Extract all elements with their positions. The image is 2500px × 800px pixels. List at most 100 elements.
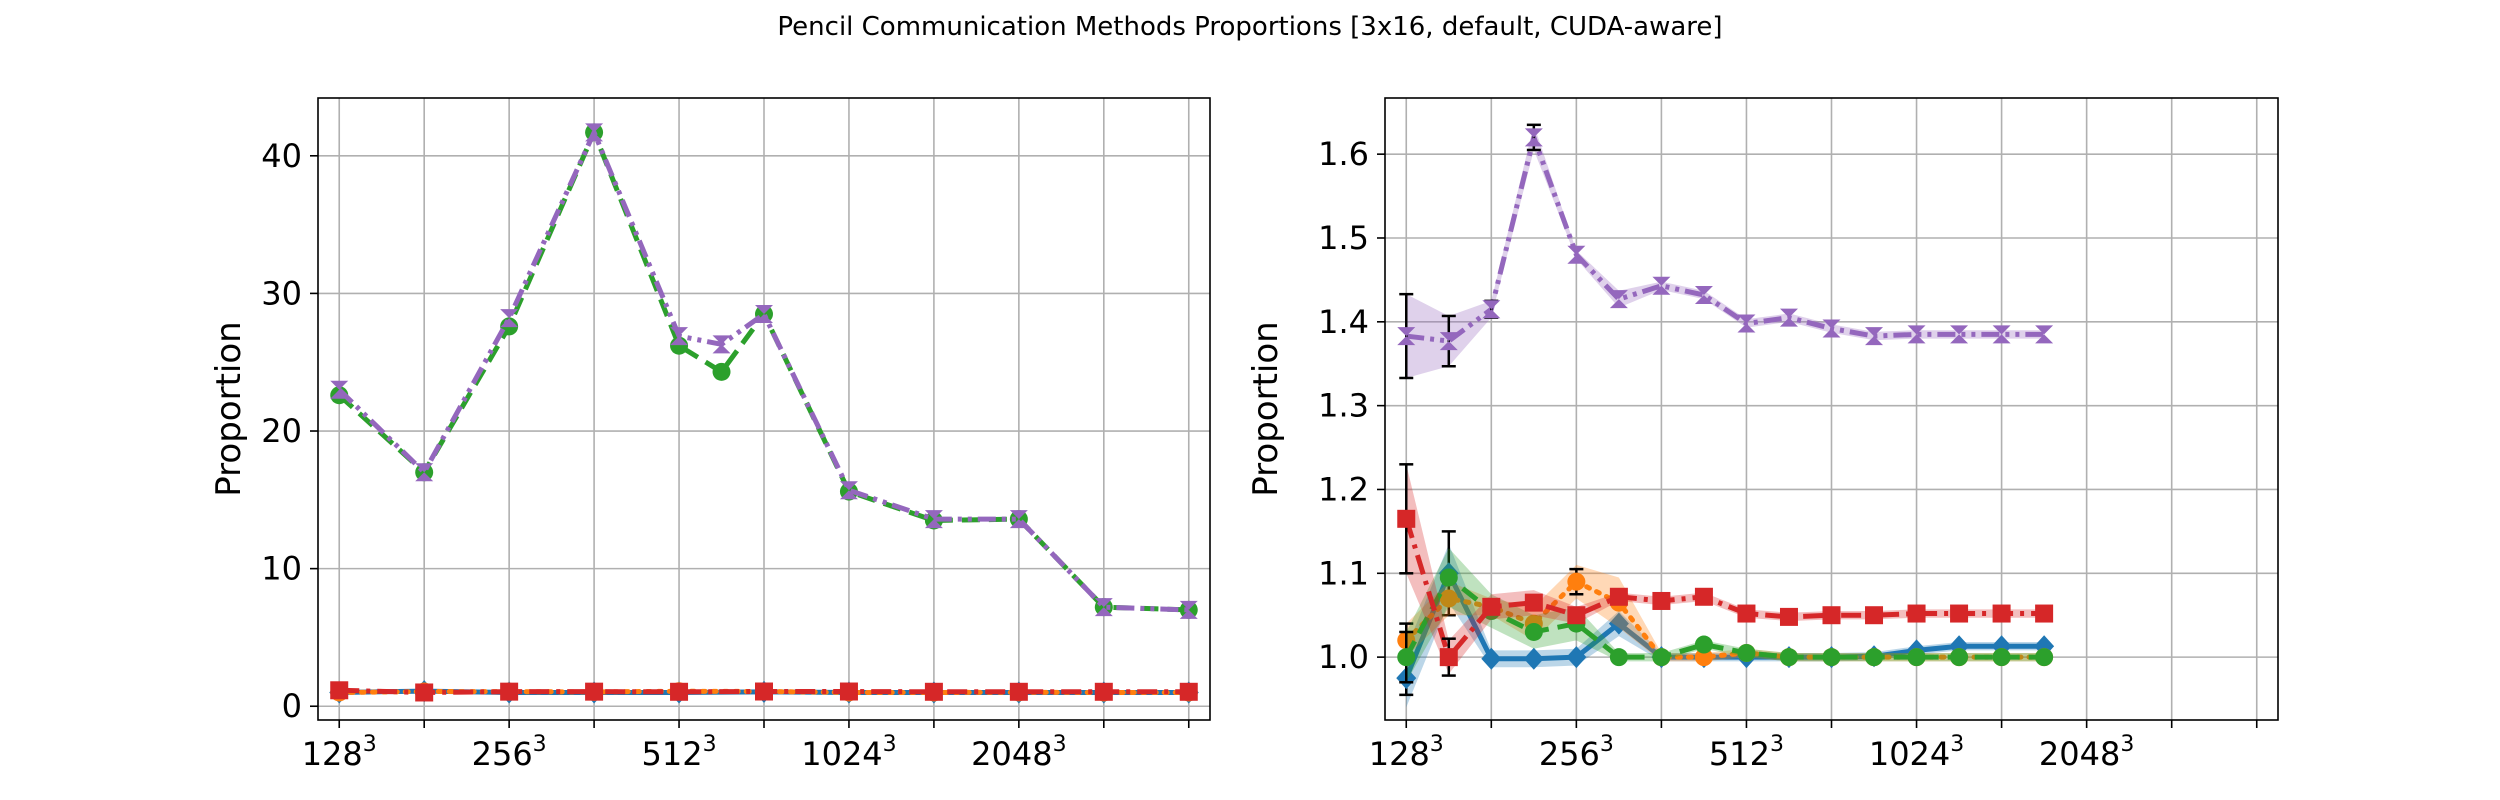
series-3-point <box>1865 606 1884 625</box>
x-tick-label-base: 2048 <box>2039 735 2120 773</box>
x-tick-label-exp: 3 <box>1430 732 1444 757</box>
series-2-point <box>2035 648 2054 667</box>
series-4-point <box>1694 285 1713 304</box>
series-2-point <box>1992 648 2011 667</box>
series-1-point <box>1694 648 1713 667</box>
x-tick-label: 2563 <box>472 732 547 773</box>
x-tick-label: 2563 <box>1539 732 1614 773</box>
series-3-point <box>1397 509 1416 528</box>
x-tick-label-exp: 3 <box>1600 732 1614 757</box>
x-tick-label-base: 256 <box>472 735 533 773</box>
x-tick-label-base: 1024 <box>1869 735 1950 773</box>
x-tick-label-exp: 3 <box>1950 732 1964 757</box>
series-3-band <box>1406 464 2045 674</box>
series-1-point <box>1439 589 1458 608</box>
series-3-point <box>839 682 858 701</box>
series-3-point <box>1567 606 1586 625</box>
series-4-point <box>1992 325 2011 344</box>
series-4-point <box>755 305 773 324</box>
x-tick-label-base: 128 <box>1369 735 1430 773</box>
x-tick-label: 5123 <box>1709 732 1784 773</box>
series-3-point <box>1779 607 1798 626</box>
series-4-point <box>585 123 604 142</box>
series-4-point <box>1737 314 1756 333</box>
series-3-point <box>1524 593 1543 612</box>
y-tick-label: 1.5 <box>1318 219 1369 257</box>
y-tick-label: 1.0 <box>1318 638 1369 676</box>
series-4-point <box>1567 245 1586 264</box>
series-2-point <box>1950 648 1969 667</box>
x-tick-label-exp: 3 <box>703 732 717 757</box>
series-4-point <box>1094 598 1113 617</box>
x-tick-label: 10243 <box>1869 732 1964 773</box>
x-tick-label-base: 2048 <box>971 735 1052 773</box>
series-2-point <box>1439 568 1458 587</box>
x-tick-label-base: 256 <box>1539 735 1600 773</box>
series-2-point <box>1524 622 1543 641</box>
series-4-point <box>2035 325 2054 344</box>
series-3-point <box>1694 587 1713 606</box>
series-2-point <box>1822 648 1841 667</box>
y-axis-label: Proportion <box>1246 321 1286 496</box>
series-3-point <box>1652 591 1671 610</box>
series-4-point <box>1907 325 1926 344</box>
series-4-point <box>1822 319 1841 338</box>
series-4 <box>1397 123 2054 380</box>
series-3 <box>1397 463 2054 677</box>
x-tick-label: 5123 <box>642 732 717 773</box>
series-1-band <box>1406 564 2045 662</box>
x-tick-label-exp: 3 <box>1770 732 1784 757</box>
series-4-point <box>1179 600 1198 619</box>
x-tick-label: 20483 <box>971 732 1066 773</box>
series-2-point <box>1652 648 1671 667</box>
series-2-point <box>1907 648 1926 667</box>
y-tick-label: 30 <box>261 274 302 312</box>
series-3-line <box>1403 518 2045 660</box>
series-3 <box>330 681 1198 702</box>
series-3-point <box>500 682 519 701</box>
series-0-point <box>1608 612 1629 635</box>
series-2-point <box>712 362 731 381</box>
y-tick-label: 20 <box>261 412 302 450</box>
x-tick-label-exp: 3 <box>2120 732 2134 757</box>
series-4-point <box>1524 128 1543 147</box>
y-tick-label: 1.4 <box>1318 303 1369 341</box>
series-3-point <box>1094 682 1113 701</box>
series-4-point <box>1397 327 1416 346</box>
series-3-point <box>670 682 689 701</box>
series-3-point <box>1439 648 1458 667</box>
series-4-point <box>1779 308 1798 327</box>
series-3-point <box>924 682 943 701</box>
series-0-point <box>1481 647 1502 670</box>
series-3-point <box>1609 587 1628 606</box>
series-1-point <box>1567 572 1586 591</box>
series-2-point <box>1865 648 1884 667</box>
x-tick-label-exp: 3 <box>883 732 897 757</box>
series-4-point <box>1950 325 1969 344</box>
x-tick-label-base: 128 <box>302 735 363 773</box>
y-tick-label: 0 <box>282 687 302 725</box>
series-4-point <box>924 510 943 529</box>
series-2 <box>1397 548 2054 684</box>
series-2-band <box>1406 548 2045 683</box>
series-2-line <box>1404 574 2045 660</box>
y-tick-label: 40 <box>261 137 302 175</box>
x-tick-label: 1283 <box>302 732 377 773</box>
series-2-point <box>1609 648 1628 667</box>
series-3-point <box>2035 604 2054 623</box>
series-2-point <box>1779 648 1798 667</box>
series-4-point <box>1652 276 1671 295</box>
series-4-band <box>1406 124 2045 378</box>
series-4-point <box>1009 510 1028 529</box>
series-3-point <box>755 682 773 701</box>
series-2-point <box>1397 648 1416 667</box>
x-tick-label: 1283 <box>1369 732 1444 773</box>
series-4-point <box>1865 327 1884 346</box>
series-4-point <box>330 380 349 399</box>
figure-title: Pencil Communication Methods Proportions… <box>777 12 1723 42</box>
series-3-point <box>1907 604 1926 623</box>
series-2-line <box>337 129 1189 613</box>
series-2-point <box>1737 643 1756 662</box>
